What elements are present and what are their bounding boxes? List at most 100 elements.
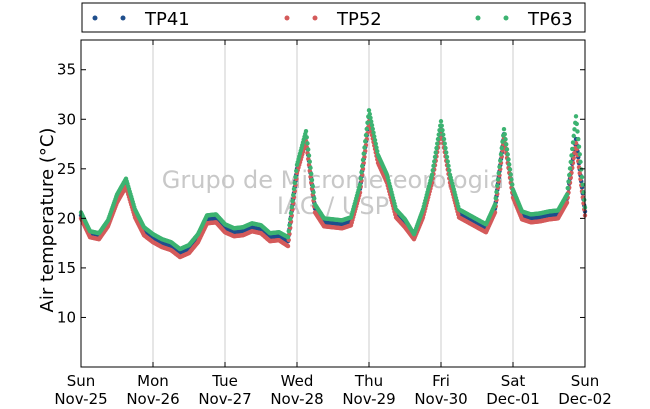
data-point-interp bbox=[579, 167, 584, 172]
data-point-interp bbox=[290, 198, 295, 204]
data-point-interp bbox=[571, 133, 576, 139]
x-tick-label-date: Nov-26 bbox=[126, 390, 179, 408]
data-point-interp bbox=[568, 159, 573, 165]
data-point-interp bbox=[307, 159, 312, 164]
y-axis-label: Air temperature (°C) bbox=[37, 128, 58, 313]
data-point-interp bbox=[446, 163, 451, 169]
data-point-interp bbox=[430, 168, 435, 173]
data-point-interp bbox=[494, 189, 499, 195]
data-point bbox=[501, 126, 507, 132]
data-point-interp bbox=[576, 136, 581, 142]
x-tick-label-date: Nov-28 bbox=[270, 390, 323, 408]
data-point-interp bbox=[311, 190, 316, 195]
plot-frame bbox=[81, 40, 585, 367]
legend-marker bbox=[475, 15, 481, 21]
data-point-interp bbox=[304, 135, 309, 140]
data-point-interp bbox=[579, 174, 585, 180]
data-point-interp bbox=[363, 132, 369, 138]
legend-marker bbox=[120, 15, 126, 21]
data-point-interp bbox=[373, 141, 378, 146]
plot-border bbox=[80, 39, 586, 368]
data-point bbox=[366, 108, 372, 113]
data-point-interp bbox=[510, 182, 515, 187]
data-point-interp bbox=[360, 163, 365, 169]
legend-label-TP52: TP52 bbox=[336, 9, 382, 30]
data-point-interp bbox=[305, 141, 310, 146]
data-point-interp bbox=[496, 170, 501, 176]
data-point-interp bbox=[443, 145, 448, 151]
data-point-interp bbox=[577, 152, 582, 157]
data-point-interp bbox=[363, 139, 368, 144]
data-point-interp bbox=[565, 185, 570, 191]
data-point-interp bbox=[499, 145, 504, 151]
data-point-interp bbox=[509, 177, 514, 182]
y-tick-label: 15 bbox=[57, 259, 76, 277]
data-point-interp bbox=[498, 158, 503, 163]
data-point-interp bbox=[286, 228, 291, 234]
legend-marker bbox=[92, 15, 98, 21]
data-point-interp bbox=[570, 140, 576, 145]
data-point bbox=[492, 202, 498, 207]
data-point-interp bbox=[368, 115, 373, 120]
data-point bbox=[573, 114, 579, 119]
x-tick-label-day: Sun bbox=[571, 372, 600, 390]
data-point-interp bbox=[506, 157, 511, 162]
data-point-interp bbox=[505, 152, 510, 157]
data-point-interp bbox=[309, 177, 315, 183]
data-point-interp bbox=[365, 120, 370, 125]
data-point bbox=[285, 243, 291, 249]
x-tick-label-date: Nov-30 bbox=[414, 390, 467, 408]
data-point-interp bbox=[574, 121, 579, 127]
data-point-interp bbox=[566, 179, 571, 184]
data-point-interp bbox=[575, 129, 580, 134]
y-tick-label: 10 bbox=[57, 308, 76, 326]
data-point bbox=[285, 234, 291, 240]
x-tick-label-day: Sat bbox=[501, 372, 526, 390]
data-point-interp bbox=[288, 210, 294, 216]
data-point bbox=[564, 200, 570, 205]
data-point-interp bbox=[580, 182, 585, 187]
data-point-interp bbox=[434, 145, 439, 151]
data-point-interp bbox=[447, 168, 452, 173]
series-TP63 bbox=[78, 108, 588, 252]
legend-box bbox=[81, 2, 586, 33]
y-tick-label: 35 bbox=[57, 61, 76, 79]
data-point-interp bbox=[441, 132, 446, 137]
data-point-interp bbox=[312, 196, 317, 201]
data-point bbox=[303, 128, 309, 134]
data-point-interp bbox=[358, 176, 363, 181]
data-point-interp bbox=[439, 123, 444, 128]
data-point-interp bbox=[444, 154, 450, 160]
data-point-interp bbox=[308, 165, 313, 171]
legend-label-TP41: TP41 bbox=[144, 9, 190, 30]
data-point-interp bbox=[433, 150, 438, 155]
data-point-interp bbox=[370, 126, 375, 132]
data-point-interp bbox=[362, 145, 367, 150]
data-point-interp bbox=[369, 119, 374, 124]
data-point-interp bbox=[435, 141, 440, 146]
data-point-interp bbox=[500, 139, 505, 144]
data-point-interp bbox=[369, 123, 375, 128]
data-point-interp bbox=[372, 137, 378, 143]
data-point-interp bbox=[504, 142, 509, 147]
legend: TP41 TP52 TP63 bbox=[81, 2, 586, 33]
data-point-interp bbox=[442, 141, 447, 146]
legend-marker bbox=[312, 15, 318, 21]
x-tick-label-day: Sun bbox=[67, 372, 96, 390]
data-point-interp bbox=[291, 192, 296, 198]
data-point-interp bbox=[567, 166, 573, 171]
data-point-interp bbox=[582, 197, 587, 203]
data-point-interp bbox=[364, 126, 369, 132]
data-point-interp bbox=[293, 174, 298, 180]
data-point-interp bbox=[498, 152, 504, 157]
data-point-interp bbox=[504, 147, 510, 152]
data-point-interp bbox=[371, 130, 376, 135]
data-point-interp bbox=[495, 183, 500, 188]
data-point-interp bbox=[445, 159, 450, 164]
plot-area: Grupo de Micrometeorologia IAG / USP 101… bbox=[54, 39, 612, 408]
y-tick-label: 20 bbox=[57, 209, 76, 227]
data-point-interp bbox=[495, 177, 501, 182]
data-point-interp bbox=[309, 171, 314, 177]
data-point-interp bbox=[441, 136, 447, 142]
